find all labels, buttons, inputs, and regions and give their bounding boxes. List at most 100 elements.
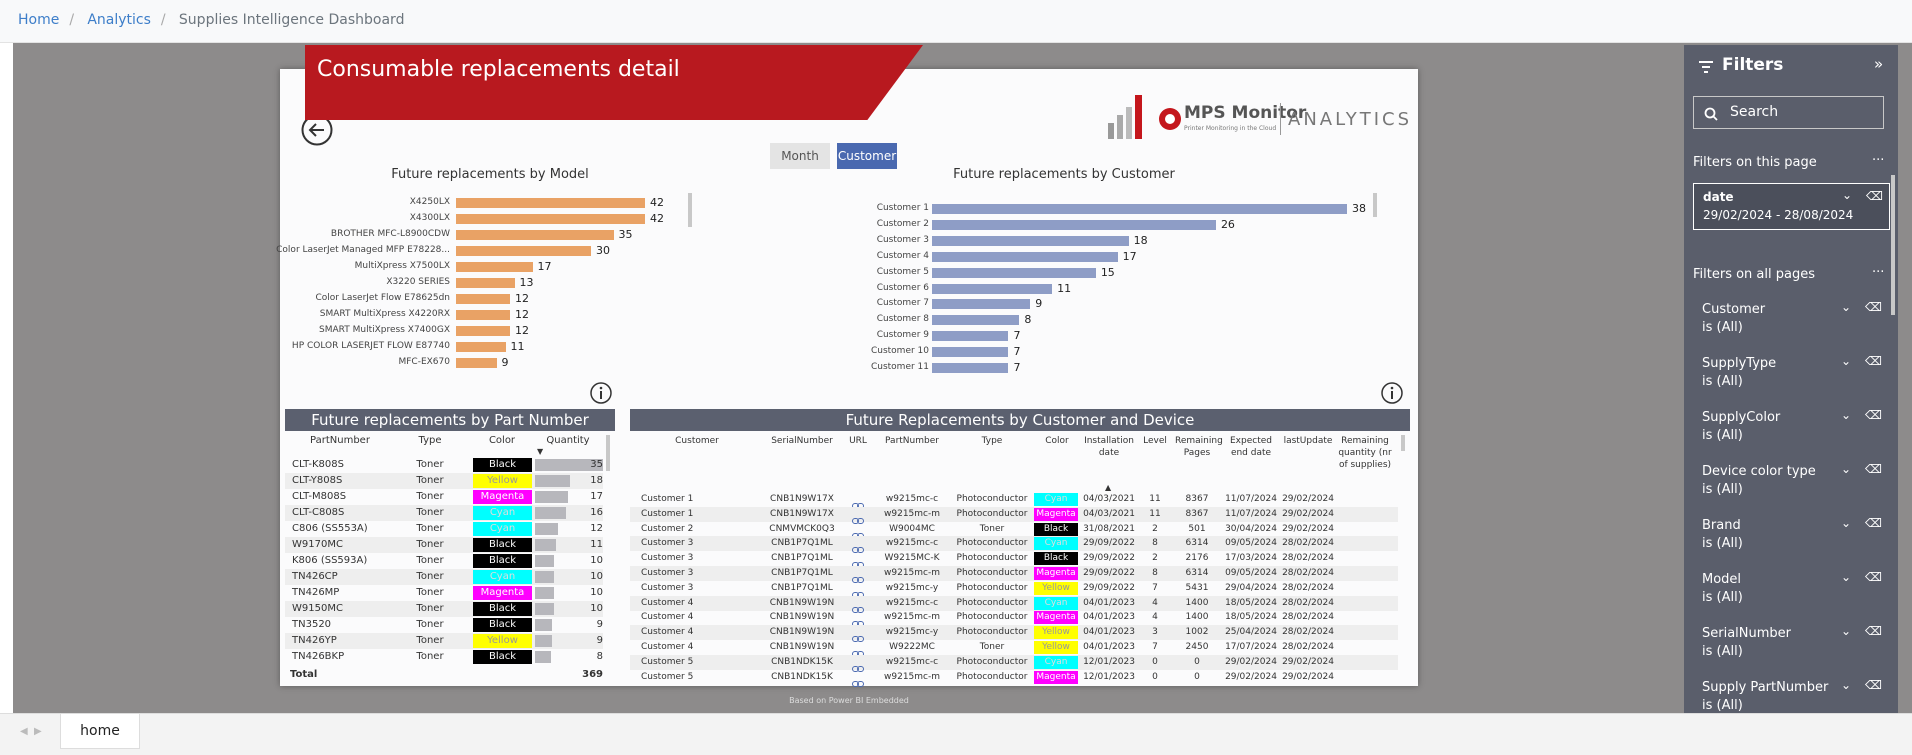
link-icon[interactable] — [852, 569, 864, 583]
link-icon[interactable] — [852, 628, 864, 643]
cell: Customer 4 — [641, 612, 694, 623]
category-label: Customer 3 — [876, 234, 929, 245]
color-cell: Black — [1034, 522, 1078, 536]
cell: CNB1N9W19N — [769, 642, 835, 652]
filter-card[interactable]: Supply PartNumber is (All) ⌄ ⌫ — [1693, 678, 1890, 713]
cell: 18/05/2024 — [1225, 597, 1277, 608]
quantity-bar — [535, 619, 553, 631]
link-icon[interactable] — [852, 554, 864, 569]
bar — [932, 204, 1347, 214]
quantity-bar — [535, 571, 555, 583]
link-icon[interactable] — [852, 643, 864, 657]
tab-nav[interactable]: ◀ ▶ — [20, 726, 42, 737]
cell: 10 — [590, 603, 603, 614]
eraser-icon: ⌫ — [1866, 189, 1883, 203]
cell: 17/07/2024 — [1225, 642, 1277, 652]
cell: 11/07/2024 — [1225, 494, 1277, 504]
row-band — [630, 536, 1398, 552]
search-box[interactable]: Search — [1693, 96, 1884, 129]
cell: CNB1NDK15K — [771, 671, 833, 682]
link-icon[interactable] — [852, 495, 864, 509]
category-label: MFC-EX670 — [398, 357, 450, 367]
cell: Customer 5 — [641, 656, 694, 667]
cell: Photoconductor — [956, 612, 1028, 623]
color-cell: Black — [473, 602, 532, 616]
category-label: Customer 7 — [876, 298, 929, 309]
link-icon[interactable] — [852, 525, 864, 539]
link-icon[interactable] — [852, 510, 864, 524]
row-band — [630, 654, 1398, 670]
info-icon[interactable] — [590, 382, 612, 404]
cell: 29/02/2024 — [1282, 656, 1334, 667]
filter-name: SupplyColor — [1702, 410, 1781, 425]
filter-value: is (All) — [1702, 428, 1743, 443]
breadcrumb-bar: Home / Analytics / Supplies Intelligence Das… — [0, 0, 1912, 43]
more-button[interactable]: ··· — [1872, 265, 1885, 280]
scrollbar — [1401, 435, 1405, 451]
breadcrumb-item[interactable]: Analytics — [87, 12, 151, 28]
breadcrumb-separator: / — [69, 12, 75, 28]
cell: 2 — [1152, 553, 1158, 564]
cell: 28/02/2024 — [1282, 642, 1334, 652]
link-icon[interactable] — [852, 584, 864, 598]
cell: 0 — [1194, 656, 1200, 667]
filter-card[interactable]: SerialNumber is (All) ⌄ ⌫ — [1693, 624, 1890, 668]
eraser-icon: ⌫ — [1865, 516, 1882, 530]
cell: 09/05/2024 — [1225, 538, 1277, 549]
link-icon[interactable] — [852, 613, 864, 628]
category-label: Color LaserJet Flow E78625dn — [315, 293, 450, 303]
link-icon[interactable] — [852, 673, 864, 687]
chart-title: Future replacements by Customer — [953, 167, 1175, 182]
filter-card[interactable]: SupplyType is (All) ⌄ ⌫ — [1693, 354, 1890, 398]
category-label: MultiXpress X7500LX — [354, 261, 450, 271]
cell: 29/09/2022 — [1083, 582, 1135, 593]
filter-card[interactable]: SupplyColor is (All) ⌄ ⌫ — [1693, 408, 1890, 452]
filter-value: is (All) — [1702, 698, 1743, 713]
data-label: 7 — [1013, 361, 1021, 374]
toggle-button[interactable]: Month — [770, 143, 830, 169]
link-icon[interactable] — [852, 658, 864, 672]
filter-card[interactable]: Brand is (All) ⌄ ⌫ — [1693, 516, 1890, 560]
link-icon[interactable] — [852, 599, 864, 613]
chevron: ⌄ — [1841, 678, 1852, 692]
filter-card[interactable]: Model is (All) ⌄ ⌫ — [1693, 570, 1890, 614]
filter-card[interactable]: Customer is (All) ⌄ ⌫ — [1693, 300, 1890, 344]
cell: CNB1P7Q1ML — [771, 568, 833, 578]
page-tab[interactable]: home — [60, 714, 140, 749]
cell: 29/02/2024 — [1225, 656, 1277, 667]
cell: w9215mc-c — [885, 538, 939, 549]
quantity-bar — [535, 539, 557, 551]
chevron: ⌄ — [1841, 624, 1852, 638]
sort-indicator: ▲ — [1105, 483, 1112, 492]
cell: 12/01/2023 — [1083, 671, 1135, 682]
eraser-icon: ⌫ — [1865, 300, 1882, 314]
more-button[interactable]: ··· — [1872, 153, 1885, 168]
breadcrumb-item[interactable]: Home — [18, 12, 60, 28]
link-icon[interactable] — [852, 539, 864, 554]
title-banner: Consumable replacements detail — [305, 45, 923, 120]
color-cell: Yellow — [473, 634, 532, 648]
cell: W9222MC — [889, 642, 935, 652]
cell: Toner — [979, 642, 1005, 652]
column-header: Remaining Pages — [1175, 436, 1223, 458]
color-cell: Magenta — [473, 490, 532, 504]
cell: 04/03/2021 — [1083, 508, 1135, 519]
column-header: Type — [981, 436, 1003, 446]
quantity-bar — [535, 603, 555, 615]
collapse-button[interactable]: » — [1874, 55, 1884, 73]
data-label: 18 — [1133, 233, 1148, 247]
eraser-icon: ⌫ — [1865, 624, 1882, 638]
cell: Photoconductor — [956, 671, 1028, 682]
cell: Toner — [416, 603, 444, 614]
cell: 04/01/2023 — [1083, 627, 1135, 638]
toggle-button[interactable]: Customer — [837, 143, 897, 169]
cell: 31/08/2021 — [1083, 523, 1135, 534]
bar — [932, 363, 1009, 373]
category-label: Customer 10 — [870, 346, 929, 357]
filter-card[interactable]: date 29/02/2024 - 28/08/2024 ⌄ ⌫ — [1693, 183, 1890, 230]
info-icon[interactable] — [1381, 382, 1403, 404]
cell: 1400 — [1185, 612, 1209, 623]
filter-card[interactable]: Device color type is (All) ⌄ ⌫ — [1693, 462, 1890, 506]
cell: TN426MP — [292, 587, 340, 598]
column-header: Expected end date — [1230, 436, 1272, 458]
